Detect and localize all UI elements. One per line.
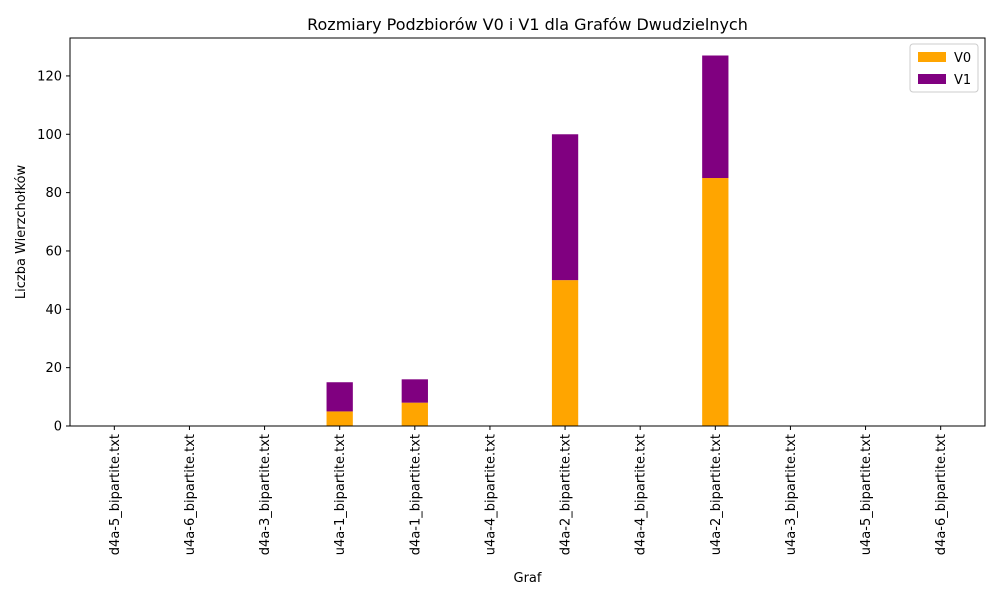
x-tick-label: u4a-3_bipartite.txt [784,434,799,555]
bar-v1-4 [401,379,428,403]
legend-label-v0: V0 [954,51,971,66]
x-tick-label: d4a-5_bipartite.txt [108,434,123,555]
x-tick-label: u4a-2_bipartite.txt [709,434,724,555]
y-tick-label: 40 [45,303,62,318]
bar-v0-4 [401,402,428,426]
bar-v0-6 [551,280,579,426]
x-tick-label: u4a-1_bipartite.txt [333,434,348,555]
legend-label-v1: V1 [954,73,971,88]
bar-v0-8 [702,178,729,426]
y-axis: 0 20 40 60 80 100 120 [37,69,70,435]
legend-swatch-v1 [918,74,946,84]
y-tick-label: 60 [45,244,62,259]
x-tick-label: u4a-4_bipartite.txt [483,434,498,555]
bars-group [326,55,729,426]
bar-v1-8 [702,55,729,179]
y-tick-label: 100 [37,128,62,143]
y-tick-label: 0 [54,420,62,435]
bar-v1-3 [326,382,353,412]
x-axis: d4a-5_bipartite.txt u4a-6_bipartite.txt d4… [108,426,949,555]
chart-title: Rozmiary Podzbiorów V0 i V1 dla Grafów D… [307,15,748,34]
x-tick-label: u4a-5_bipartite.txt [859,434,874,555]
x-tick-label: u4a-6_bipartite.txt [183,434,198,555]
y-axis-label: Liczba Wierzchołków [14,165,29,300]
legend-swatch-v0 [918,52,946,62]
x-tick-label: d4a-4_bipartite.txt [634,434,649,555]
x-tick-label: d4a-2_bipartite.txt [559,434,574,555]
bar-v1-6 [551,134,579,281]
plot-frame [69,37,986,427]
x-axis-label: Graf [514,571,542,586]
y-tick-label: 20 [45,361,62,376]
x-tick-label: d4a-3_bipartite.txt [258,434,273,555]
y-tick-label: 120 [37,69,62,84]
x-tick-label: d4a-1_bipartite.txt [408,434,423,555]
x-tick-label: d4a-6_bipartite.txt [934,434,949,555]
y-tick-label: 80 [45,186,62,201]
bar-v0-3 [326,411,353,426]
